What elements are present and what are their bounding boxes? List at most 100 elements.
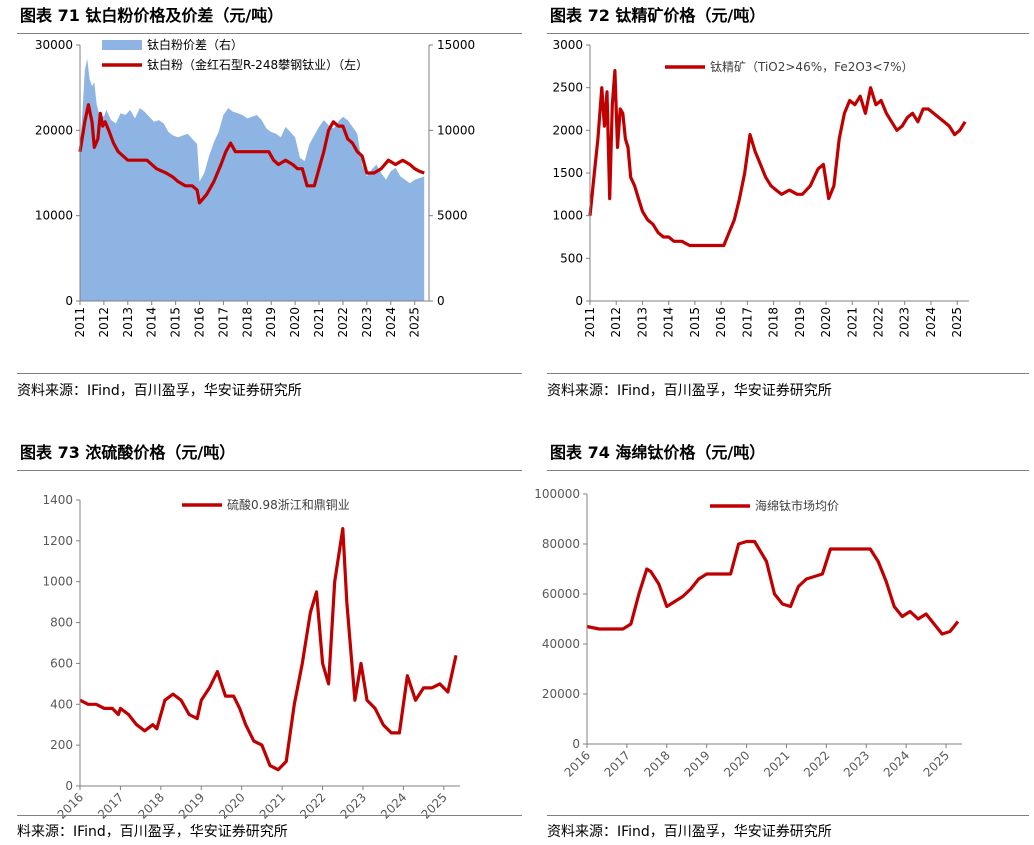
title-divider <box>547 470 1029 471</box>
x-tick-label: 2020 <box>288 307 302 338</box>
x-tick-label: 2013 <box>121 307 135 338</box>
x-tick-label: 2018 <box>641 748 672 779</box>
x-tick-label: 2022 <box>801 748 832 779</box>
source-note: 资料来源：IFind，百川盈孚，华安证券研究所 <box>547 383 832 399</box>
y-tick-label: 1000 <box>42 575 73 589</box>
x-tick-label: 2012 <box>609 307 623 338</box>
chart-panel-72: 图表 72 钛精矿价格（元/吨） 0 500 1000 1500 2000 2500 300… <box>547 0 1029 410</box>
x-tick-label: 2011 <box>583 307 597 338</box>
x-tick-label: 2017 <box>216 307 230 338</box>
y-tick-label: 2500 <box>552 81 583 95</box>
chart-74-svg: 0 20000 40000 60000 80000 100000 2016 2017 2018 2… <box>534 487 962 780</box>
x-tick-label: 2013 <box>635 307 649 338</box>
series-line-price <box>78 103 425 205</box>
chart-title: 图表 71 钛白粉价格及价差（元/吨） <box>20 6 284 25</box>
y2-tick-label: 0 <box>437 294 445 308</box>
x-tick-label: 2022 <box>297 790 328 821</box>
y-tick-label: 1500 <box>552 166 583 180</box>
series-area-spread <box>80 58 425 302</box>
x-tick-label: 2024 <box>881 748 912 779</box>
x-tick-label: 2024 <box>924 307 938 338</box>
x-tick-label: 2023 <box>841 748 872 779</box>
x-tick-label: 2021 <box>845 307 859 338</box>
x-tick-label: 2015 <box>169 307 183 338</box>
series-line-price <box>586 539 960 636</box>
x-tick-label: 2016 <box>562 748 593 779</box>
legend-label: 钛白粉价差（右） <box>147 37 243 52</box>
x-tick-label: 2025 <box>950 307 964 338</box>
y2-tick-label: 15000 <box>437 38 475 52</box>
x-tick-label: 2018 <box>135 790 166 821</box>
chart-title: 图表 74 海绵钛价格（元/吨） <box>550 443 766 462</box>
chart-title: 图表 73 浓硫酸价格（元/吨） <box>20 443 236 462</box>
y-tick-label: 1000 <box>552 209 583 223</box>
x-tick-label: 2017 <box>740 307 754 338</box>
source-note: 资料来源：IFind，百川盈孚，华安证券研究所 <box>547 824 832 840</box>
chart-title: 图表 72 钛精矿价格（元/吨） <box>550 6 766 25</box>
x-tick-label: 2016 <box>55 790 86 821</box>
source-divider <box>547 815 1029 816</box>
y-tick-label: 0 <box>65 294 73 308</box>
x-tick-label: 2014 <box>662 307 676 338</box>
x-tick-label: 2019 <box>681 748 712 779</box>
x-tick-label: 2016 <box>193 307 207 338</box>
x-tick-label: 2020 <box>819 307 833 338</box>
x-tick-label: 2024 <box>378 790 409 821</box>
y-tick-label: 200 <box>50 738 73 752</box>
legend-label: 硫酸0.98浙江和鼎铜业 <box>227 497 350 512</box>
y-tick-label: 3000 <box>552 38 583 52</box>
y-tick-label: 600 <box>50 656 73 670</box>
y-tick-label: 1400 <box>42 493 73 507</box>
title-divider <box>547 33 1029 34</box>
y-tick-label: 0 <box>65 779 73 793</box>
x-tick-label: 2021 <box>312 307 326 338</box>
y2-tick-label: 10000 <box>437 123 475 137</box>
series-line-price <box>588 69 967 248</box>
y-tick-label: 30000 <box>35 38 73 52</box>
chart-panel-74: 图表 74 海绵钛价格（元/吨） 0 20000 40000 60000 80000 10… <box>534 437 1029 845</box>
x-tick-label: 2015 <box>688 307 702 338</box>
x-tick-label: 2025 <box>418 790 449 821</box>
y-tick-label: 800 <box>50 616 73 630</box>
x-tick-label: 2019 <box>264 307 278 338</box>
x-tick-label: 2020 <box>721 748 752 779</box>
y-tick-label: 0 <box>575 294 583 308</box>
x-tick-label: 2022 <box>872 307 886 338</box>
x-tick-label: 2014 <box>145 307 159 338</box>
chart-71-svg: 0 10000 20000 30000 0 5000 10000 15000 2011 2012 2… <box>35 37 475 338</box>
x-tick-label: 2021 <box>257 790 288 821</box>
x-tick-label: 2021 <box>761 748 792 779</box>
x-tick-label: 2025 <box>408 307 422 338</box>
chart-panel-73: 图表 73 浓硫酸价格（元/吨） 0 200 400 600 800 1000 1200 14… <box>17 437 522 845</box>
legend-label: 钛白粉（金红石型R-248攀钢钛业）（左） <box>147 57 368 72</box>
x-tick-label: 2011 <box>73 307 87 338</box>
y-tick-label: 2000 <box>552 123 583 137</box>
x-tick-label: 2018 <box>240 307 254 338</box>
y-tick-label: 0 <box>572 737 580 751</box>
chart-73-svg: 0 200 400 600 800 1000 1200 1400 2016 2017 2018 201… <box>42 493 460 822</box>
title-divider <box>17 33 522 34</box>
x-tick-label: 2020 <box>216 790 247 821</box>
y-tick-label: 80000 <box>542 537 580 551</box>
legend-label: 钛精矿（TiO2>46%，Fe2O3<7%） <box>710 59 914 74</box>
source-note: 资料来源：IFind，百川盈孚，华安证券研究所 <box>17 383 302 399</box>
legend-label: 海绵钛市场均价 <box>755 498 839 513</box>
y-tick-label: 40000 <box>542 637 580 651</box>
title-divider <box>17 470 522 471</box>
y-tick-label: 100000 <box>534 487 580 501</box>
x-tick-label: 2024 <box>384 307 398 338</box>
y-tick-label: 60000 <box>542 587 580 601</box>
y-tick-label: 10000 <box>35 209 73 223</box>
x-tick-label: 2022 <box>336 307 350 338</box>
chart-panel-71: 图表 71 钛白粉价格及价差（元/吨） 0 10000 20000 30000 0 500… <box>17 0 522 410</box>
source-divider <box>17 815 522 816</box>
y2-tick-label: 5000 <box>437 209 468 223</box>
y-tick-label: 20000 <box>542 687 580 701</box>
x-tick-label: 2019 <box>176 790 207 821</box>
x-tick-label: 2016 <box>714 307 728 338</box>
x-tick-label: 2019 <box>793 307 807 338</box>
y-tick-label: 400 <box>50 697 73 711</box>
y-tick-label: 1200 <box>42 534 73 548</box>
source-note: 料来源：IFind，百川盈孚，华安证券研究所 <box>17 824 288 840</box>
x-tick-label: 2023 <box>338 790 369 821</box>
